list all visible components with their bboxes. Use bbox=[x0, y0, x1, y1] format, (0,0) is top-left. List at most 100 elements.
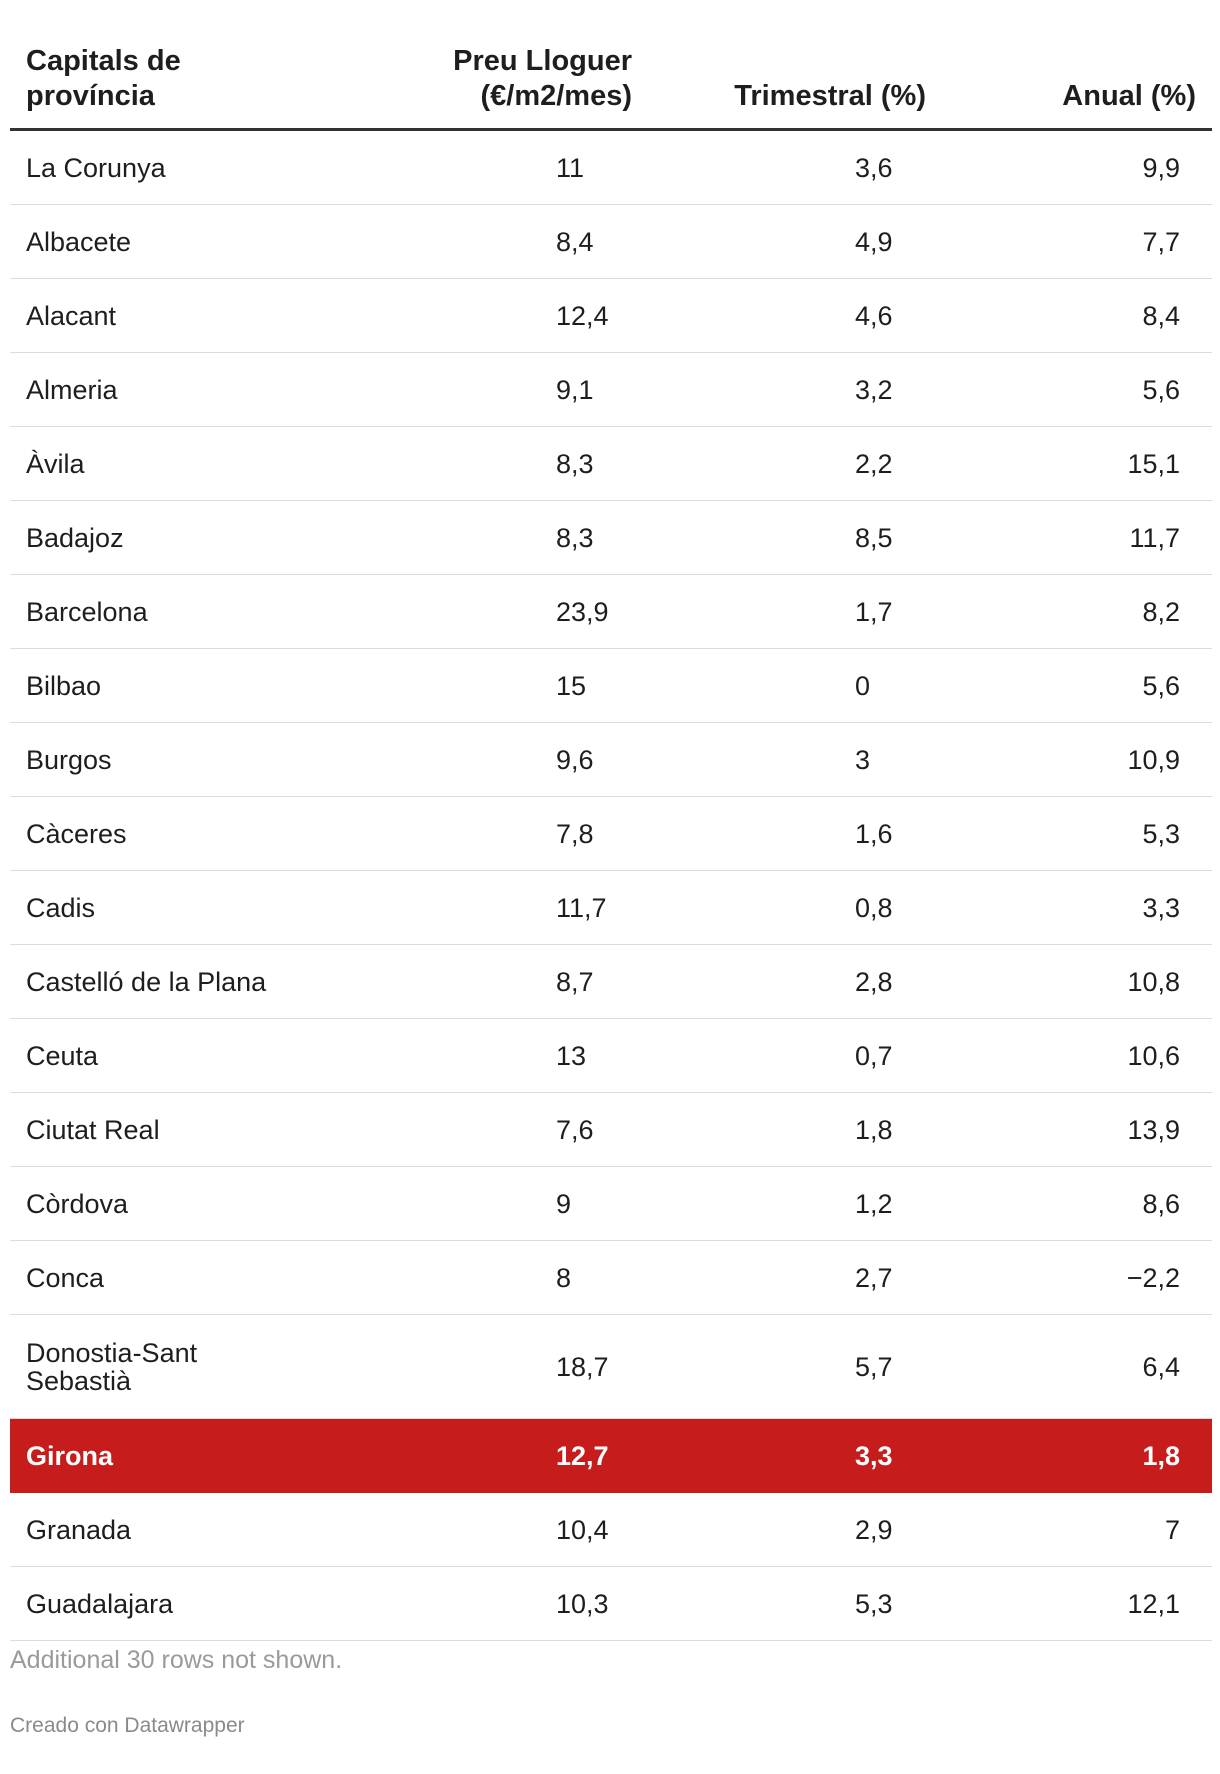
rent-table: Capitals de província Preu Lloguer (€/m2… bbox=[10, 40, 1212, 1641]
cell-annual-change: 5,6 bbox=[960, 352, 1212, 427]
cell-capital-name: Ciutat Real bbox=[10, 1092, 390, 1167]
cell-rent-price: 12,4 bbox=[390, 278, 655, 353]
cell-capital-name: Almeria bbox=[10, 352, 390, 427]
table-header: Capitals de província Preu Lloguer (€/m2… bbox=[10, 40, 1212, 131]
cell-quarterly-change: 3,2 bbox=[655, 352, 960, 427]
datawrapper-credit: Creado con Datawrapper bbox=[10, 1714, 245, 1737]
cell-quarterly-change: 1,8 bbox=[655, 1092, 960, 1167]
table-row: Alacant 12,4 4,6 8,4 bbox=[10, 278, 1212, 353]
cell-annual-change: 11,7 bbox=[960, 500, 1212, 575]
cell-annual-change: 3,3 bbox=[960, 870, 1212, 945]
column-header-name[interactable]: Capitals de província bbox=[10, 40, 390, 131]
cell-capital-name: Bilbao bbox=[10, 648, 390, 723]
table-row: Còrdova 9 1,2 8,6 bbox=[10, 1166, 1212, 1241]
table-row: Ciutat Real 7,6 1,8 13,9 bbox=[10, 1092, 1212, 1167]
cell-quarterly-change: 1,7 bbox=[655, 574, 960, 649]
table-row: Castelló de la Plana 8,7 2,8 10,8 bbox=[10, 944, 1212, 1019]
cell-annual-change: 9,9 bbox=[960, 129, 1212, 205]
cell-capital-name: Guadalajara bbox=[10, 1566, 390, 1641]
cell-capital-name: Donostia-Sant Sebastià bbox=[10, 1314, 390, 1419]
cell-annual-change: 6,4 bbox=[960, 1314, 1212, 1419]
table-row: Cadis 11,7 0,8 3,3 bbox=[10, 870, 1212, 945]
cell-annual-change: 10,6 bbox=[960, 1018, 1212, 1093]
cell-rent-price: 12,7 bbox=[390, 1418, 655, 1493]
column-header-price-line1: Preu Lloguer bbox=[453, 45, 632, 77]
cell-rent-price: 13 bbox=[390, 1018, 655, 1093]
table-row: Donostia-Sant Sebastià 18,7 5,7 6,4 bbox=[10, 1314, 1212, 1419]
cell-capital-name: Girona bbox=[10, 1418, 390, 1493]
cell-rent-price: 10,3 bbox=[390, 1566, 655, 1641]
table-row: Granada 10,4 2,9 7 bbox=[10, 1492, 1212, 1567]
cell-annual-change: 5,6 bbox=[960, 648, 1212, 723]
cell-capital-name: Cadis bbox=[10, 870, 390, 945]
column-header-name-line2: província bbox=[26, 80, 155, 112]
table-body: La Corunya 11 3,6 9,9 Albacete 8,4 4,9 7,7 Alaca… bbox=[10, 129, 1212, 1641]
table-row: Albacete 8,4 4,9 7,7 bbox=[10, 204, 1212, 279]
cell-rent-price: 11 bbox=[390, 129, 655, 205]
table-row: Àvila 8,3 2,2 15,1 bbox=[10, 426, 1212, 501]
cell-rent-price: 15 bbox=[390, 648, 655, 723]
cell-quarterly-change: 5,7 bbox=[655, 1314, 960, 1419]
table-row-highlighted: Girona 12,7 3,3 1,8 bbox=[10, 1418, 1212, 1493]
table-row: Càceres 7,8 1,6 5,3 bbox=[10, 796, 1212, 871]
cell-capital-name: Barcelona bbox=[10, 574, 390, 649]
cell-capital-name: Granada bbox=[10, 1492, 390, 1567]
cell-capital-name: Àvila bbox=[10, 426, 390, 501]
column-header-anual[interactable]: Anual (%) bbox=[960, 40, 1212, 131]
cell-capital-name: Conca bbox=[10, 1240, 390, 1315]
cell-capital-name: Castelló de la Plana bbox=[10, 944, 390, 1019]
cell-rent-price: 11,7 bbox=[390, 870, 655, 945]
cell-quarterly-change: 0 bbox=[655, 648, 960, 723]
cell-quarterly-change: 2,7 bbox=[655, 1240, 960, 1315]
cell-capital-name: Ceuta bbox=[10, 1018, 390, 1093]
cell-annual-change: 15,1 bbox=[960, 426, 1212, 501]
table-row: Guadalajara 10,3 5,3 12,1 bbox=[10, 1566, 1212, 1641]
cell-quarterly-change: 1,6 bbox=[655, 796, 960, 871]
table-row: Burgos 9,6 3 10,9 bbox=[10, 722, 1212, 797]
cell-annual-change: 13,9 bbox=[960, 1092, 1212, 1167]
cell-quarterly-change: 2,8 bbox=[655, 944, 960, 1019]
cell-annual-change: 8,2 bbox=[960, 574, 1212, 649]
column-header-anual-label: Anual (%) bbox=[1062, 80, 1196, 112]
column-header-trimestral[interactable]: Trimestral (%) bbox=[655, 40, 960, 131]
table-row: Almeria 9,1 3,2 5,6 bbox=[10, 352, 1212, 427]
cell-rent-price: 18,7 bbox=[390, 1314, 655, 1419]
cell-rent-price: 8,3 bbox=[390, 500, 655, 575]
rows-not-shown-note: Additional 30 rows not shown. bbox=[10, 1646, 343, 1674]
cell-rent-price: 10,4 bbox=[390, 1492, 655, 1567]
cell-rent-price: 7,8 bbox=[390, 796, 655, 871]
cell-rent-price: 9,6 bbox=[390, 722, 655, 797]
cell-capital-name: La Corunya bbox=[10, 129, 390, 205]
cell-annual-change: 10,8 bbox=[960, 944, 1212, 1019]
cell-capital-name: Alacant bbox=[10, 278, 390, 353]
cell-annual-change: 7 bbox=[960, 1492, 1212, 1567]
cell-quarterly-change: 2,9 bbox=[655, 1492, 960, 1567]
cell-annual-change: 5,3 bbox=[960, 796, 1212, 871]
cell-rent-price: 8,3 bbox=[390, 426, 655, 501]
cell-quarterly-change: 5,3 bbox=[655, 1566, 960, 1641]
cell-annual-change: 8,6 bbox=[960, 1166, 1212, 1241]
cell-capital-name: Albacete bbox=[10, 204, 390, 279]
table-row: Bilbao 15 0 5,6 bbox=[10, 648, 1212, 723]
cell-quarterly-change: 8,5 bbox=[655, 500, 960, 575]
table-row: La Corunya 11 3,6 9,9 bbox=[10, 129, 1212, 205]
cell-quarterly-change: 4,6 bbox=[655, 278, 960, 353]
cell-capital-name: Badajoz bbox=[10, 500, 390, 575]
data-table-container: Capitals de província Preu Lloguer (€/m2… bbox=[10, 40, 1212, 1641]
cell-quarterly-change: 3,6 bbox=[655, 129, 960, 205]
cell-rent-price: 23,9 bbox=[390, 574, 655, 649]
cell-rent-price: 8,4 bbox=[390, 204, 655, 279]
cell-quarterly-change: 4,9 bbox=[655, 204, 960, 279]
cell-annual-change: 1,8 bbox=[960, 1418, 1212, 1493]
cell-quarterly-change: 3,3 bbox=[655, 1418, 960, 1493]
column-header-name-line1: Capitals de bbox=[26, 45, 181, 77]
cell-quarterly-change: 0,8 bbox=[655, 870, 960, 945]
cell-rent-price: 8,7 bbox=[390, 944, 655, 1019]
cell-capital-name: Còrdova bbox=[10, 1166, 390, 1241]
column-header-price[interactable]: Preu Lloguer (€/m2/mes) bbox=[390, 40, 655, 131]
cell-annual-change: 8,4 bbox=[960, 278, 1212, 353]
cell-quarterly-change: 1,2 bbox=[655, 1166, 960, 1241]
table-row: Badajoz 8,3 8,5 11,7 bbox=[10, 500, 1212, 575]
cell-capital-name: Burgos bbox=[10, 722, 390, 797]
cell-rent-price: 8 bbox=[390, 1240, 655, 1315]
